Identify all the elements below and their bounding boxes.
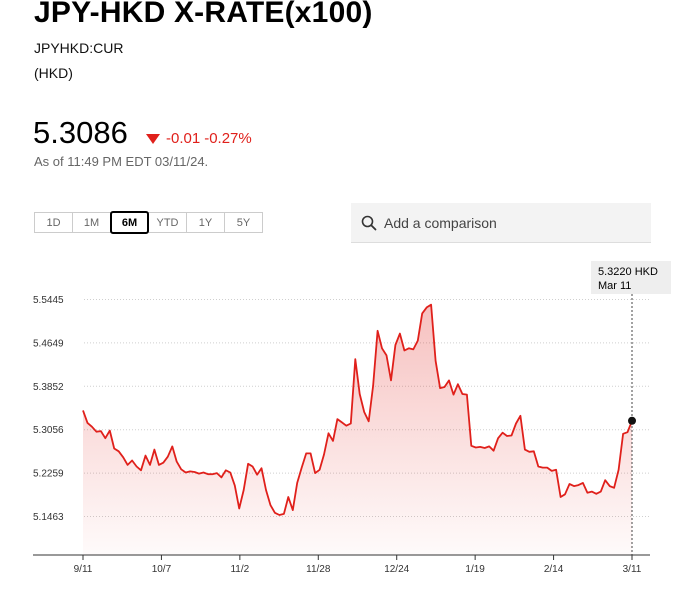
down-arrow-icon — [146, 133, 160, 144]
chart-line-series — [82, 303, 633, 516]
y-tick-label: 5.2259 — [33, 469, 64, 480]
range-tab-1y[interactable]: 1Y — [186, 212, 225, 233]
x-tick-label: 11/28 — [306, 564, 331, 575]
x-tick-label: 3/11 — [623, 564, 642, 575]
tooltip-value: 5.3220 HKD — [598, 266, 658, 278]
y-tick-label: 5.5445 — [33, 295, 64, 306]
change-percent: -0.27% — [204, 130, 252, 147]
tooltip-date: Mar 11 — [598, 280, 631, 292]
ticker-symbol: JPYHKD:CUR — [34, 40, 124, 56]
comparison-input[interactable] — [384, 214, 634, 231]
x-tick-label: 12/24 — [384, 564, 409, 575]
y-tick-label: 5.4649 — [33, 338, 64, 349]
x-tick-label: 11/2 — [230, 564, 249, 575]
range-tab-5y[interactable]: 5Y — [224, 212, 263, 233]
y-tick-label: 5.3056 — [33, 425, 64, 436]
range-tab-1m[interactable]: 1M — [72, 212, 111, 233]
y-tick-label: 5.3852 — [33, 382, 64, 393]
last-point-marker — [628, 416, 636, 425]
range-tabs: 1D 1M 6M YTD 1Y 5Y — [34, 211, 263, 234]
x-tick-label: 1/19 — [465, 564, 485, 575]
change-value: -0.01 — [166, 130, 201, 147]
x-tick-label: 9/11 — [74, 564, 93, 575]
search-icon — [361, 215, 377, 231]
currency-label: (HKD) — [34, 65, 73, 81]
price-chart: 5.5445 5.4649 5.3852 5.3056 5.2259 5.1463 9/1… — [33, 261, 671, 575]
y-tick-label: 5.1463 — [33, 512, 64, 523]
page-title: JPY-HKD X-RATE(x100) — [34, 0, 373, 29]
hover-tooltip: 5.3220 HKD Mar 11 — [591, 261, 671, 294]
price-change: -0.01 -0.27% — [146, 130, 252, 147]
chart-area-fill — [83, 304, 632, 555]
x-tick-label: 10/7 — [152, 564, 172, 575]
range-tab-6m[interactable]: 6M — [110, 211, 149, 234]
x-tick-label: 2/14 — [544, 564, 564, 575]
as-of-timestamp: As of 11:49 PM EDT 03/11/24. — [34, 154, 209, 169]
range-tab-ytd[interactable]: YTD — [148, 212, 187, 233]
current-price: 5.3086 — [33, 115, 128, 150]
range-tab-1d[interactable]: 1D — [34, 212, 73, 233]
comparison-search[interactable] — [351, 203, 651, 243]
